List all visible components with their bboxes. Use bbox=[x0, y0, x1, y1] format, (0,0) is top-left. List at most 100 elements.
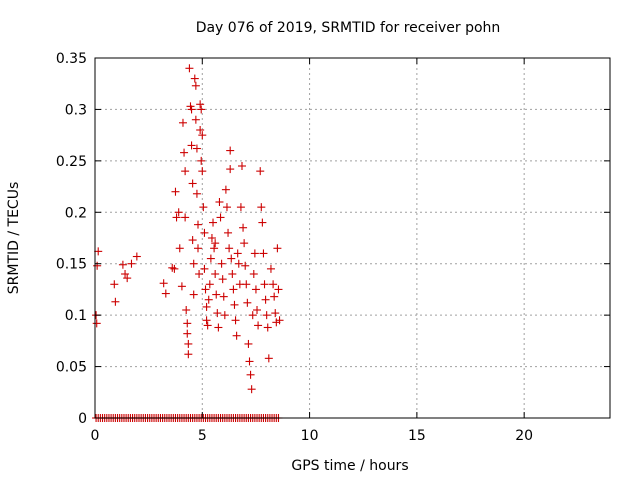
data-point bbox=[183, 329, 192, 338]
y-tick-label: 0.2 bbox=[65, 205, 87, 221]
data-point bbox=[228, 270, 237, 278]
data-point bbox=[184, 339, 193, 348]
data-point bbox=[220, 311, 229, 320]
data-point bbox=[273, 244, 282, 253]
data-point bbox=[259, 249, 268, 258]
data-point bbox=[245, 357, 254, 366]
data-point bbox=[192, 144, 201, 153]
data-point bbox=[225, 244, 234, 253]
data-point bbox=[198, 131, 207, 140]
data-point bbox=[195, 270, 204, 278]
data-point bbox=[189, 259, 198, 268]
data-point bbox=[257, 203, 266, 212]
data-point bbox=[111, 297, 120, 306]
data-point bbox=[184, 350, 193, 359]
data-point bbox=[266, 264, 275, 273]
axis-ticks: 0 0.05 0.1 0.15 0.2 0.25 0.3 0.35 0 5 10 15 20 bbox=[56, 51, 610, 444]
data-point bbox=[127, 259, 136, 268]
y-tick-label: 0.35 bbox=[56, 51, 87, 67]
data-point bbox=[92, 319, 101, 328]
data-point bbox=[180, 148, 189, 157]
data-point bbox=[178, 118, 187, 127]
data-point bbox=[254, 321, 263, 330]
data-point bbox=[202, 316, 211, 325]
data-point bbox=[191, 81, 200, 90]
grid-lines bbox=[95, 58, 610, 418]
data-point bbox=[221, 185, 230, 194]
data-point bbox=[256, 167, 265, 176]
data-point bbox=[239, 223, 248, 232]
data-points bbox=[92, 64, 284, 422]
data-point bbox=[175, 244, 184, 253]
data-point bbox=[262, 311, 271, 320]
data-point bbox=[264, 354, 273, 363]
data-point bbox=[236, 203, 245, 212]
data-point bbox=[205, 280, 214, 289]
data-point bbox=[189, 290, 198, 299]
data-point bbox=[200, 264, 209, 273]
x-tick-label: 15 bbox=[408, 428, 426, 444]
data-point bbox=[260, 280, 269, 289]
data-point bbox=[217, 259, 226, 268]
data-point bbox=[274, 285, 283, 294]
data-point bbox=[244, 339, 253, 348]
data-point bbox=[171, 187, 180, 196]
data-point bbox=[216, 213, 225, 222]
data-point bbox=[203, 321, 212, 330]
data-point bbox=[234, 259, 243, 268]
data-point bbox=[198, 167, 207, 176]
data-point bbox=[132, 252, 141, 261]
data-point bbox=[206, 254, 215, 263]
y-tick-label: 0.25 bbox=[56, 154, 87, 170]
data-point bbox=[247, 385, 256, 394]
data-point bbox=[181, 167, 190, 176]
data-point bbox=[211, 270, 220, 278]
data-point bbox=[118, 260, 127, 269]
data-point bbox=[199, 203, 208, 212]
data-point bbox=[213, 309, 222, 318]
data-point bbox=[249, 270, 258, 278]
y-tick-label: 0.1 bbox=[65, 308, 87, 324]
data-point bbox=[188, 179, 197, 188]
data-point bbox=[253, 306, 262, 314]
data-point bbox=[229, 285, 238, 294]
data-point bbox=[275, 316, 284, 325]
y-tick-label: 0.3 bbox=[65, 102, 87, 118]
data-point bbox=[204, 295, 213, 304]
x-tick-label: 0 bbox=[91, 428, 100, 444]
data-point bbox=[188, 236, 197, 245]
data-point bbox=[215, 198, 224, 206]
plot-frame bbox=[94, 57, 611, 419]
data-point bbox=[183, 319, 192, 328]
data-point bbox=[226, 146, 235, 155]
y-tick-label: 0 bbox=[78, 411, 87, 427]
data-point bbox=[214, 323, 223, 332]
data-point bbox=[123, 274, 132, 283]
data-point bbox=[182, 306, 191, 314]
data-point bbox=[194, 244, 202, 253]
data-point bbox=[187, 141, 196, 150]
y-tick-label: 0.05 bbox=[56, 360, 87, 376]
data-point bbox=[207, 234, 216, 242]
data-point bbox=[202, 302, 211, 311]
y-tick-label: 0.15 bbox=[56, 257, 87, 273]
data-point bbox=[240, 239, 249, 248]
data-point bbox=[185, 64, 194, 73]
data-point bbox=[246, 370, 255, 379]
data-point bbox=[190, 74, 199, 83]
data-point bbox=[170, 264, 179, 273]
data-point bbox=[196, 126, 205, 134]
x-tick-label: 5 bbox=[198, 428, 207, 444]
data-point bbox=[210, 244, 219, 253]
data-point bbox=[237, 162, 246, 170]
data-point bbox=[226, 165, 235, 174]
data-point bbox=[191, 115, 200, 124]
data-point bbox=[197, 156, 206, 165]
data-point bbox=[121, 270, 130, 278]
x-tick-label: 20 bbox=[515, 428, 533, 444]
data-point bbox=[200, 228, 209, 237]
x-tick-label: 10 bbox=[301, 428, 319, 444]
data-point bbox=[243, 298, 252, 307]
data-point bbox=[270, 292, 279, 301]
